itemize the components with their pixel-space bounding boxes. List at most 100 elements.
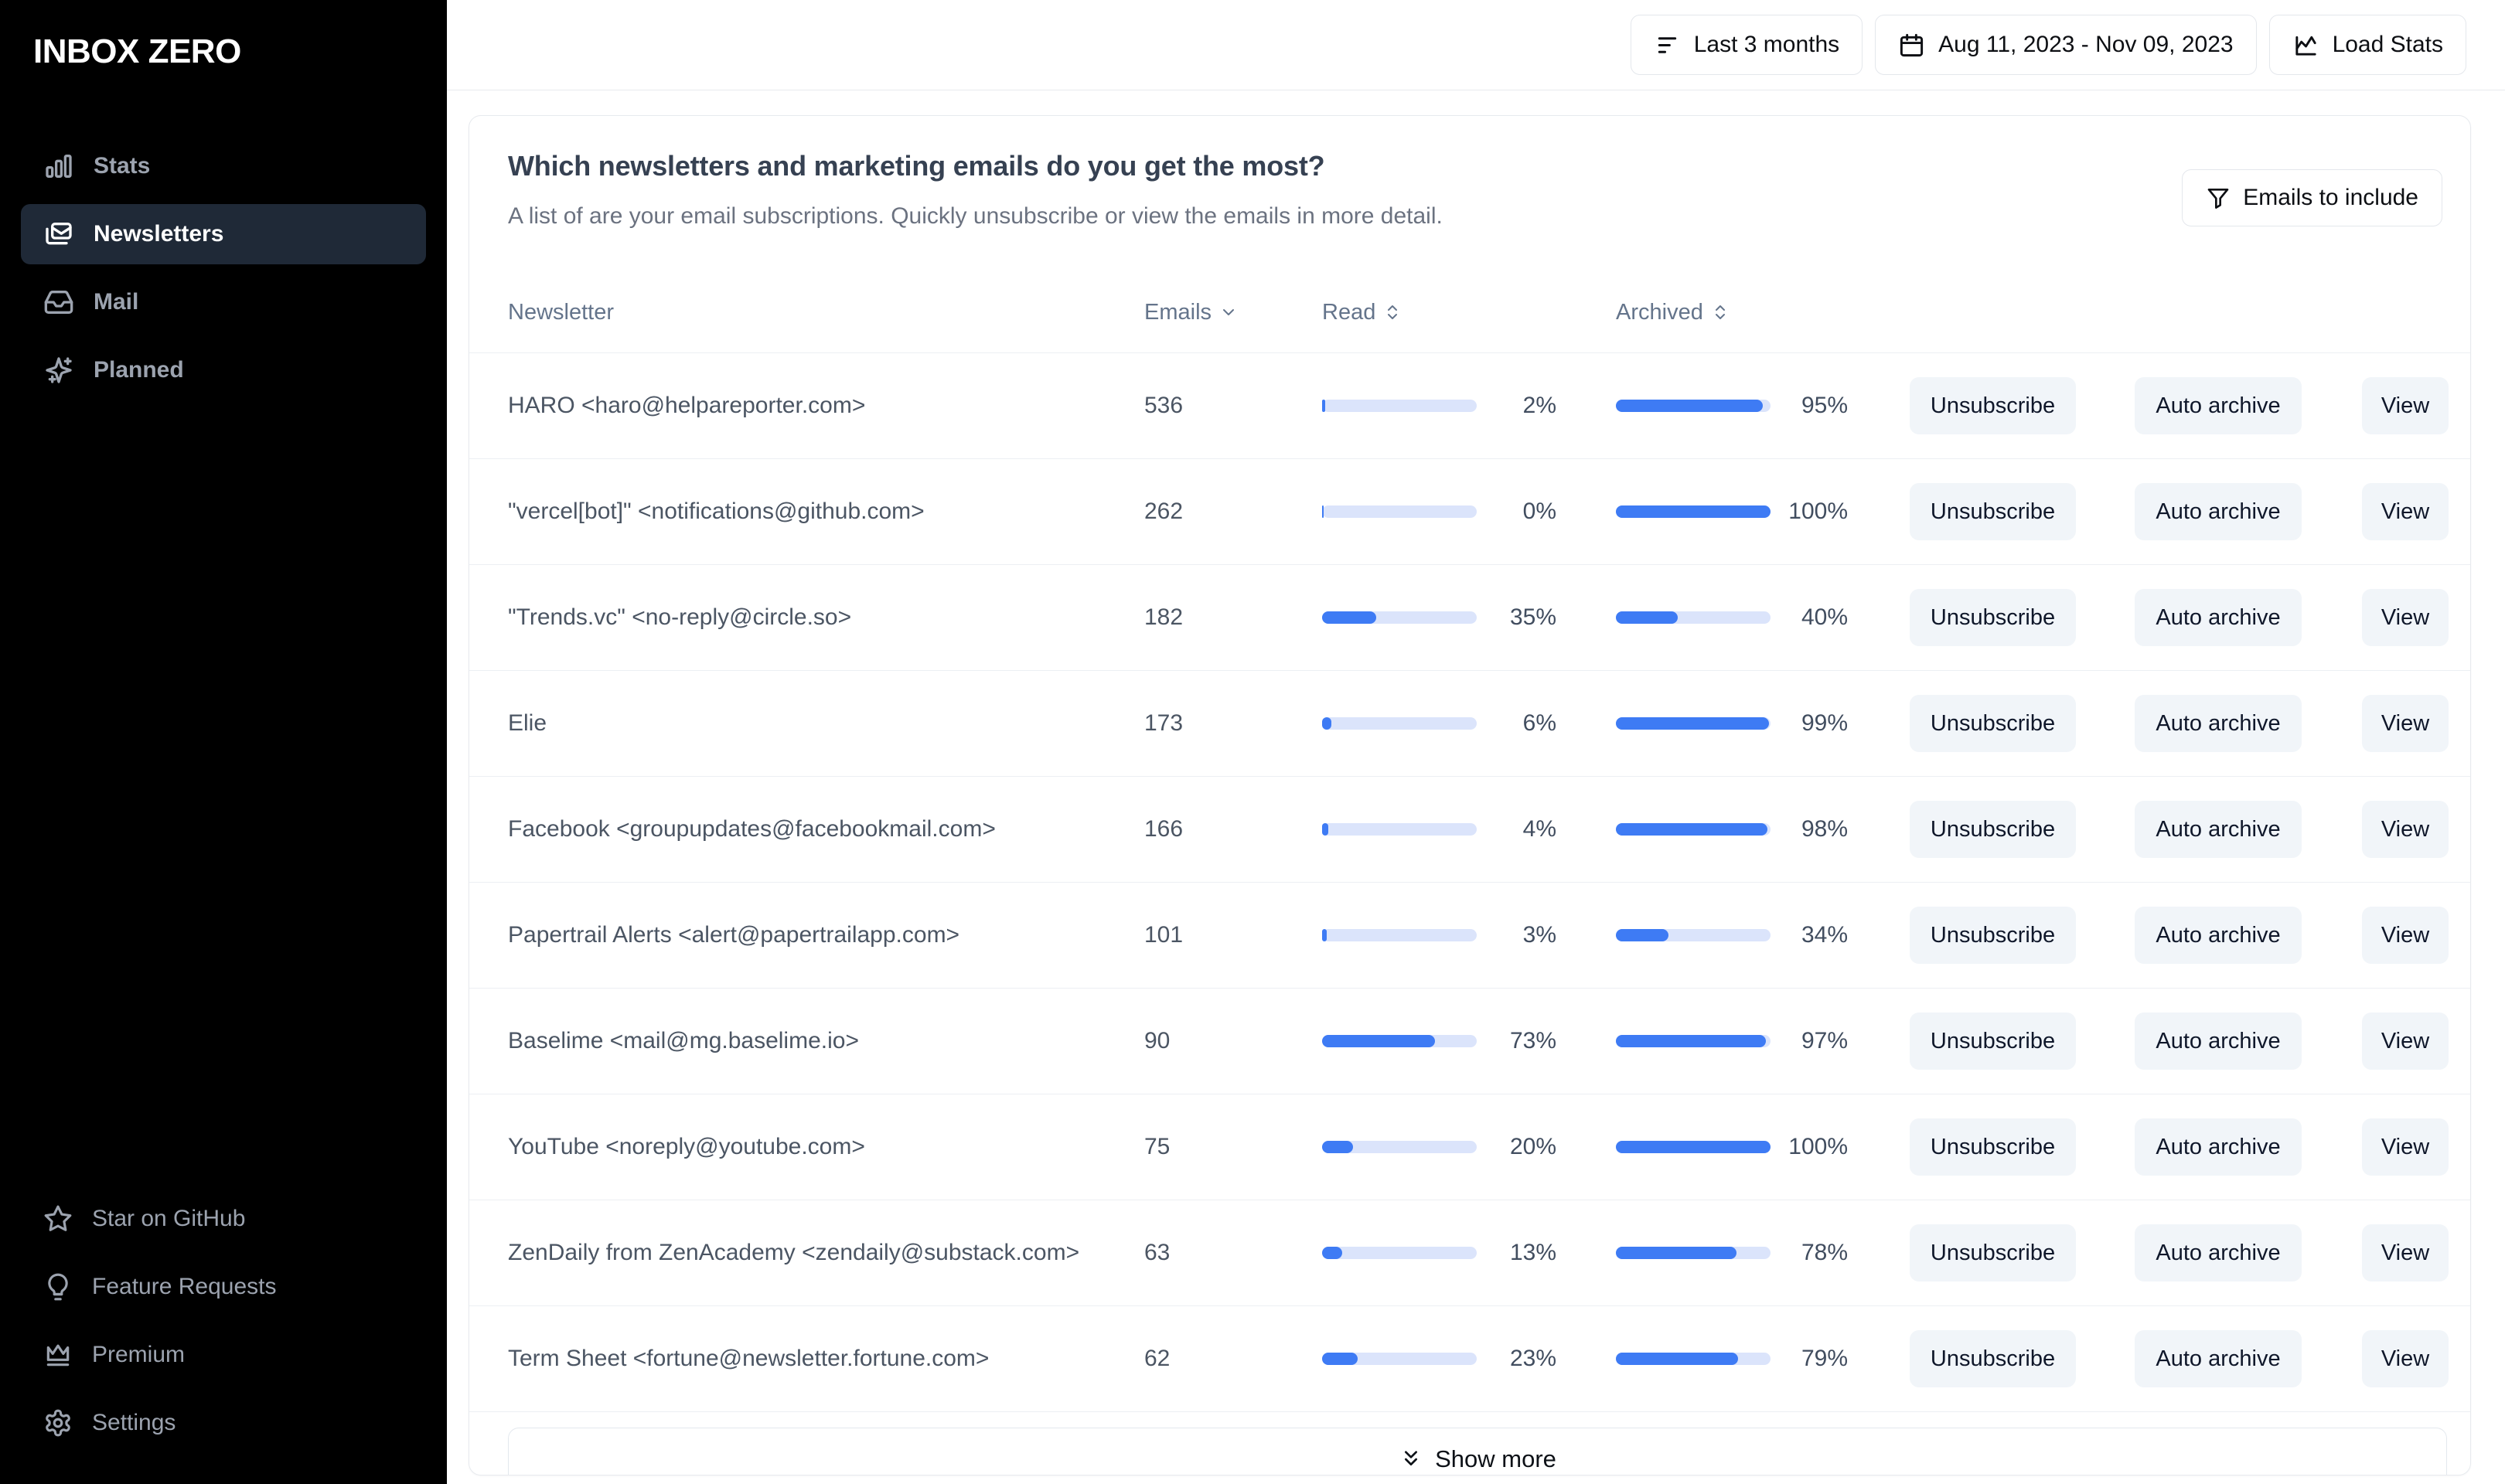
- archived-progress-fill: [1616, 505, 1771, 518]
- newsletter-name: Elie: [508, 710, 547, 736]
- sidebar-item-planned[interactable]: Planned: [21, 340, 426, 400]
- unsubscribe-button[interactable]: Unsubscribe: [1910, 1118, 2076, 1176]
- auto-archive-button[interactable]: Auto archive: [2135, 1224, 2302, 1281]
- archived-progress-fill: [1616, 823, 1767, 836]
- email-count: 62: [1144, 1346, 1171, 1371]
- unsubscribe-button[interactable]: Unsubscribe: [1910, 907, 2076, 964]
- read-percent: 2%: [1522, 393, 1556, 418]
- view-button[interactable]: View: [2362, 1224, 2449, 1281]
- auto-archive-button[interactable]: Auto archive: [2135, 1118, 2302, 1176]
- table-row: ZenDaily from ZenAcademy <zendaily@subst…: [469, 1200, 2470, 1306]
- email-count: 173: [1144, 710, 1184, 736]
- view-button[interactable]: View: [2362, 907, 2449, 964]
- view-button[interactable]: View: [2362, 1118, 2449, 1176]
- read-progress-fill: [1322, 823, 1328, 836]
- auto-archive-button[interactable]: Auto archive: [2135, 1013, 2302, 1070]
- show-more-button[interactable]: Show more: [508, 1428, 2447, 1475]
- read-percent: 73%: [1509, 1028, 1556, 1053]
- bar-chart-icon: [43, 151, 94, 182]
- sidebar-item-star-on-github[interactable]: Star on GitHub: [21, 1189, 426, 1249]
- date-range-picker-button[interactable]: Aug 11, 2023 - Nov 09, 2023: [1875, 15, 2257, 75]
- archived-progress-fill: [1616, 929, 1668, 941]
- view-button[interactable]: View: [2362, 377, 2449, 434]
- view-button[interactable]: View: [2362, 695, 2449, 752]
- emails-to-include-label: Emails to include: [2243, 185, 2418, 210]
- archived-percent: 78%: [1801, 1240, 1848, 1265]
- date-range-preset-button[interactable]: Last 3 months: [1630, 15, 1863, 75]
- archived-percent: 40%: [1801, 604, 1848, 630]
- chevrons-up-down-icon: [1711, 303, 1730, 322]
- sidebar-item-newsletters[interactable]: Newsletters: [21, 204, 426, 264]
- auto-archive-button[interactable]: Auto archive: [2135, 589, 2302, 646]
- newsletters-mail-icon: [43, 219, 94, 250]
- view-button[interactable]: View: [2362, 801, 2449, 858]
- email-count: 63: [1144, 1240, 1171, 1265]
- archived-progressbar: [1616, 400, 1771, 412]
- archived-progressbar: [1616, 717, 1771, 730]
- table-body: HARO <haro@helpareporter.com> 536 2% 95%…: [469, 353, 2470, 1412]
- sidebar-item-label: Planned: [94, 357, 184, 383]
- read-percent: 23%: [1509, 1346, 1556, 1371]
- auto-archive-button[interactable]: Auto archive: [2135, 801, 2302, 858]
- table-row: YouTube <noreply@youtube.com> 75 20% 100…: [469, 1094, 2470, 1200]
- view-button[interactable]: View: [2362, 589, 2449, 646]
- archived-progressbar: [1616, 1353, 1771, 1365]
- sidebar-item-mail[interactable]: Mail: [21, 272, 426, 332]
- date-range-preset-label: Last 3 months: [1693, 32, 1840, 57]
- email-count: 536: [1144, 393, 1184, 418]
- card-subtitle: A list of are your email subscriptions. …: [508, 203, 1443, 229]
- read-progressbar: [1322, 823, 1477, 836]
- unsubscribe-button[interactable]: Unsubscribe: [1910, 483, 2076, 540]
- unsubscribe-button[interactable]: Unsubscribe: [1910, 589, 2076, 646]
- unsubscribe-button[interactable]: Unsubscribe: [1910, 695, 2076, 752]
- unsubscribe-button[interactable]: Unsubscribe: [1910, 801, 2076, 858]
- auto-archive-button[interactable]: Auto archive: [2135, 483, 2302, 540]
- email-count: 182: [1144, 604, 1184, 630]
- auto-archive-button[interactable]: Auto archive: [2135, 695, 2302, 752]
- view-button[interactable]: View: [2362, 483, 2449, 540]
- read-progressbar: [1322, 1353, 1477, 1365]
- view-button[interactable]: View: [2362, 1013, 2449, 1070]
- archived-progress-fill: [1616, 1035, 1766, 1047]
- sidebar-item-feature-requests[interactable]: Feature Requests: [21, 1257, 426, 1317]
- unsubscribe-button[interactable]: Unsubscribe: [1910, 1013, 2076, 1070]
- sidebar-item-premium[interactable]: Premium: [21, 1325, 426, 1385]
- emails-to-include-button[interactable]: Emails to include: [2182, 169, 2442, 226]
- auto-archive-button[interactable]: Auto archive: [2135, 377, 2302, 434]
- sidebar-nav: Stats Newsletters Mail Planned: [0, 136, 447, 408]
- read-progressbar: [1322, 1035, 1477, 1047]
- email-count: 262: [1144, 499, 1184, 524]
- read-progress-fill: [1322, 400, 1325, 412]
- newsletter-name: ZenDaily from ZenAcademy <zendaily@subst…: [508, 1240, 1080, 1265]
- read-progressbar: [1322, 717, 1477, 730]
- sidebar: INBOX ZERO Stats Newsletters Mail Planne…: [0, 0, 447, 1484]
- star-icon: [43, 1204, 92, 1234]
- column-header-archived[interactable]: Archived: [1616, 300, 1771, 325]
- read-progress-fill: [1322, 717, 1331, 730]
- load-stats-button[interactable]: Load Stats: [2268, 15, 2466, 75]
- table-row: HARO <haro@helpareporter.com> 536 2% 95%…: [469, 353, 2470, 459]
- line-chart-icon: [2292, 32, 2319, 59]
- auto-archive-button[interactable]: Auto archive: [2135, 1330, 2302, 1387]
- column-header-emails[interactable]: Emails: [1144, 300, 1322, 325]
- unsubscribe-button[interactable]: Unsubscribe: [1910, 1330, 2076, 1387]
- read-percent: 3%: [1522, 922, 1556, 948]
- column-header-read[interactable]: Read: [1322, 300, 1556, 325]
- archived-percent: 34%: [1801, 922, 1848, 948]
- read-progress-fill: [1322, 1353, 1358, 1365]
- newsletter-name: Facebook <groupupdates@facebookmail.com>: [508, 816, 996, 842]
- content-area: Which newsletters and marketing emails d…: [447, 90, 2505, 1475]
- archived-percent: 97%: [1801, 1028, 1848, 1053]
- view-button[interactable]: View: [2362, 1330, 2449, 1387]
- sidebar-item-stats[interactable]: Stats: [21, 136, 426, 196]
- newsletter-name: YouTube <noreply@youtube.com>: [508, 1134, 865, 1159]
- sidebar-item-settings[interactable]: Settings: [21, 1393, 426, 1453]
- unsubscribe-button[interactable]: Unsubscribe: [1910, 1224, 2076, 1281]
- app-logo: INBOX ZERO: [33, 32, 241, 70]
- newsletter-name: "vercel[bot]" <notifications@github.com>: [508, 499, 925, 524]
- read-progressbar: [1322, 1247, 1477, 1259]
- auto-archive-button[interactable]: Auto archive: [2135, 907, 2302, 964]
- read-percent: 4%: [1522, 816, 1556, 842]
- unsubscribe-button[interactable]: Unsubscribe: [1910, 377, 2076, 434]
- read-percent: 0%: [1522, 499, 1556, 524]
